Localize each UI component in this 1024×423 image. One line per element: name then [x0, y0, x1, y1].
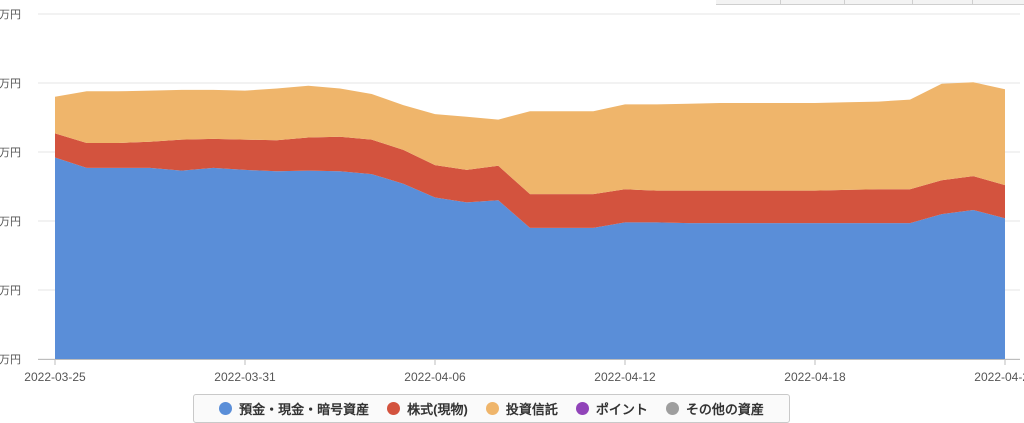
legend-item-0[interactable]: 預金・現金・暗号資産	[219, 399, 369, 418]
x-tick-label: 2022-04-06	[404, 370, 466, 384]
legend-label: 投資信託	[505, 402, 558, 417]
legend-swatch	[665, 402, 679, 415]
legend-item-2[interactable]: 投資信託	[485, 399, 558, 418]
legend-label: ポイント	[595, 402, 648, 417]
x-tick-label: 2022-04-24	[974, 370, 1024, 384]
x-tick-label: 2022-03-25	[24, 370, 86, 384]
legend-swatch	[485, 402, 499, 415]
area-series-0	[55, 157, 1005, 359]
x-tick-label: 2022-04-12	[594, 370, 656, 384]
legend-item-4[interactable]: その他の資産	[665, 399, 764, 418]
legend-item-1[interactable]: 株式(現物)	[387, 399, 468, 418]
legend-label: 預金・現金・暗号資産	[239, 402, 370, 417]
legend-label: 株式(現物)	[407, 402, 468, 417]
y-tick-label: 万円	[0, 78, 21, 90]
legend-swatch	[575, 402, 589, 415]
y-tick-label: 万円	[0, 285, 21, 297]
y-tick-label: 万円	[0, 216, 21, 228]
legend-swatch	[219, 402, 233, 415]
legend-swatch	[387, 402, 401, 415]
chart-legend: 預金・現金・暗号資産 株式(現物) 投資信託 ポイント その他の資産	[193, 394, 790, 423]
legend-item-3[interactable]: ポイント	[575, 399, 648, 418]
area-series-1	[55, 133, 1005, 228]
top-toolbar-strip	[716, 0, 1024, 5]
y-tick-label: 万円	[0, 147, 21, 159]
legend-label: その他の資産	[685, 402, 764, 417]
area-layer	[55, 82, 1005, 359]
x-tick-label: 2022-03-31	[214, 370, 276, 384]
y-tick-label: 万円	[0, 354, 21, 366]
x-tick-label: 2022-04-18	[784, 370, 846, 384]
area-series-2	[55, 82, 1005, 195]
y-tick-label: 万円	[0, 9, 21, 21]
